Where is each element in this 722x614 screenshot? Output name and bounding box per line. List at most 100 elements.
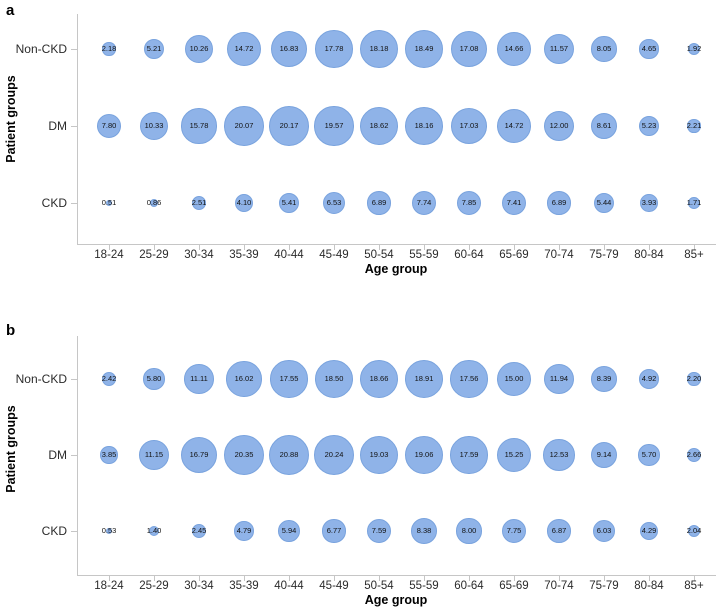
- data-bubble-value: 17.56: [459, 374, 479, 383]
- data-bubble: [268, 434, 310, 476]
- x-axis-tick: [379, 245, 380, 250]
- data-bubble-value: 19.06: [414, 450, 434, 459]
- data-bubble-value: 16.83: [279, 44, 299, 53]
- x-axis-tick: [649, 576, 650, 581]
- data-bubble-value: 7.74: [416, 198, 432, 207]
- data-bubble-value: 12.53: [549, 450, 569, 459]
- x-tick-label: 35-39: [229, 249, 259, 261]
- data-bubble-value: 5.70: [641, 450, 657, 459]
- data-bubble: [404, 359, 444, 399]
- y-category-label: Non-CKD: [15, 42, 67, 56]
- data-bubble: [543, 33, 575, 65]
- data-bubble-value: 6.03: [596, 526, 612, 535]
- data-bubble: [411, 518, 437, 544]
- data-bubble-value: 12.00: [549, 121, 569, 130]
- panel-a-label: a: [6, 2, 15, 19]
- x-tick-label: 70-74: [544, 249, 574, 261]
- data-bubble-value: 4.29: [641, 526, 657, 535]
- data-bubble-value: 14.72: [234, 44, 254, 53]
- data-bubble-value: 17.03: [459, 121, 479, 130]
- x-axis-tick: [109, 576, 110, 581]
- x-axis-tick: [334, 245, 335, 250]
- y-axis-tick: [71, 455, 77, 456]
- data-bubble-value: 2.51: [191, 198, 207, 207]
- x-axis-tick: [514, 245, 515, 250]
- x-axis-tick: [469, 576, 470, 581]
- data-bubble-value: 16.02: [234, 374, 254, 383]
- data-bubble-value: 5.94: [281, 526, 297, 535]
- y-axis-tick: [71, 126, 77, 127]
- data-bubble-value: 6.89: [371, 198, 387, 207]
- data-bubble: [687, 524, 701, 538]
- data-bubble: [591, 366, 617, 392]
- data-bubble-value: 0.53: [101, 526, 117, 535]
- x-tick-label: 50-54: [364, 580, 394, 592]
- data-bubble-value: 3.93: [641, 198, 657, 207]
- x-axis-tick: [244, 576, 245, 581]
- x-tick-label: 45-49: [319, 249, 349, 261]
- x-tick-label: 75-79: [589, 580, 619, 592]
- data-bubble-value: 0.51: [101, 198, 117, 207]
- data-bubble: [360, 30, 398, 68]
- data-bubble-value: 18.18: [369, 44, 389, 53]
- data-bubble: [501, 518, 527, 544]
- x-tick-label: 18-24: [94, 580, 124, 592]
- x-axis-tick: [289, 576, 290, 581]
- data-bubble: [496, 437, 532, 473]
- x-axis-tick: [694, 245, 695, 250]
- data-bubble: [547, 191, 571, 215]
- x-tick-label: 65-69: [499, 249, 529, 261]
- x-tick-label: 40-44: [274, 580, 304, 592]
- data-bubble-value: 6.87: [551, 526, 567, 535]
- y-axis-tick: [71, 531, 77, 532]
- data-bubble-value: 7.80: [101, 121, 117, 130]
- data-bubble: [139, 111, 169, 141]
- y-category-label: DM: [48, 119, 67, 133]
- data-bubble-value: 20.35: [234, 450, 254, 459]
- data-bubble: [226, 361, 262, 397]
- x-axis-tick: [424, 576, 425, 581]
- data-bubble: [687, 42, 701, 56]
- data-bubble: [638, 444, 660, 466]
- data-bubble: [591, 36, 617, 62]
- x-tick-label: 55-59: [409, 249, 439, 261]
- data-bubble: [223, 434, 265, 476]
- data-bubble-value: 6.53: [326, 198, 342, 207]
- panel-a-x-axis-title: Age group: [364, 262, 428, 276]
- y-category-label: DM: [48, 448, 67, 462]
- data-bubble-value: 11.15: [144, 450, 164, 459]
- panel-b-x-axis-title: Age group: [364, 593, 428, 607]
- data-bubble: [322, 191, 346, 215]
- x-axis-tick: [289, 245, 290, 250]
- data-bubble: [405, 107, 443, 145]
- y-axis-tick: [71, 203, 77, 204]
- data-bubble: [359, 435, 399, 475]
- data-bubble-value: 19.03: [369, 450, 389, 459]
- data-bubble: [184, 364, 214, 394]
- x-tick-label: 35-39: [229, 580, 259, 592]
- data-bubble: [192, 524, 206, 538]
- data-bubble-value: 15.00: [504, 374, 524, 383]
- x-tick-label: 60-64: [454, 580, 484, 592]
- data-bubble: [322, 519, 346, 543]
- x-axis-tick: [604, 245, 605, 250]
- data-bubble-value: 2.04: [686, 526, 702, 535]
- data-bubble-value: 2.42: [101, 374, 117, 383]
- data-bubble-value: 2.18: [101, 44, 117, 53]
- data-bubble: [270, 30, 308, 68]
- x-axis-tick: [469, 245, 470, 250]
- data-bubble-value: 3.85: [101, 450, 117, 459]
- x-tick-label: 60-64: [454, 249, 484, 261]
- x-tick-label: 65-69: [499, 580, 529, 592]
- data-bubble: [139, 440, 169, 470]
- y-axis-line: [77, 14, 78, 244]
- data-bubble: [450, 436, 488, 474]
- data-bubble-value: 10.26: [189, 44, 209, 53]
- x-tick-label: 85+: [684, 580, 704, 592]
- data-bubble: [191, 195, 207, 211]
- x-axis-tick: [559, 245, 560, 250]
- data-bubble-value: 4.10: [236, 198, 252, 207]
- data-bubble-value: 8.38: [416, 526, 432, 535]
- x-axis-tick: [424, 245, 425, 250]
